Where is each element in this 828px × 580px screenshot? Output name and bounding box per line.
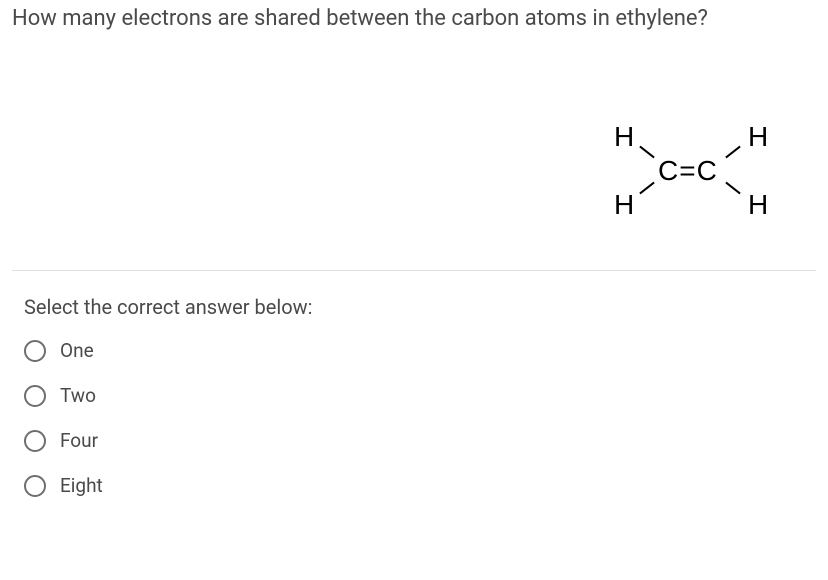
- bond-tr: [725, 146, 740, 159]
- diagram-area: H H C=C H H: [12, 31, 816, 271]
- option-label: Two: [60, 384, 96, 407]
- bond-bl: [639, 182, 654, 195]
- options-group: One Two Four Eight: [0, 339, 828, 497]
- question-text: How many electrons are shared between th…: [0, 0, 828, 31]
- radio-icon: [24, 475, 46, 497]
- option-label: One: [60, 339, 94, 362]
- radio-icon: [24, 430, 46, 452]
- atom-h-top-left: H: [614, 121, 634, 153]
- ethylene-molecule: H H C=C H H: [606, 121, 806, 231]
- atom-h-bottom-left: H: [614, 189, 634, 221]
- atom-h-bottom-right: H: [748, 189, 768, 221]
- option-one[interactable]: One: [24, 339, 828, 362]
- option-two[interactable]: Two: [24, 384, 828, 407]
- option-eight[interactable]: Eight: [24, 474, 828, 497]
- radio-icon: [24, 385, 46, 407]
- radio-icon: [24, 340, 46, 362]
- bond-tl: [639, 146, 654, 159]
- instruction-text: Select the correct answer below:: [0, 271, 828, 339]
- option-four[interactable]: Four: [24, 429, 828, 452]
- atom-center: C=C: [658, 155, 718, 187]
- bond-br: [725, 182, 740, 195]
- option-label: Four: [60, 429, 98, 452]
- option-label: Eight: [60, 474, 103, 497]
- atom-h-top-right: H: [748, 121, 768, 153]
